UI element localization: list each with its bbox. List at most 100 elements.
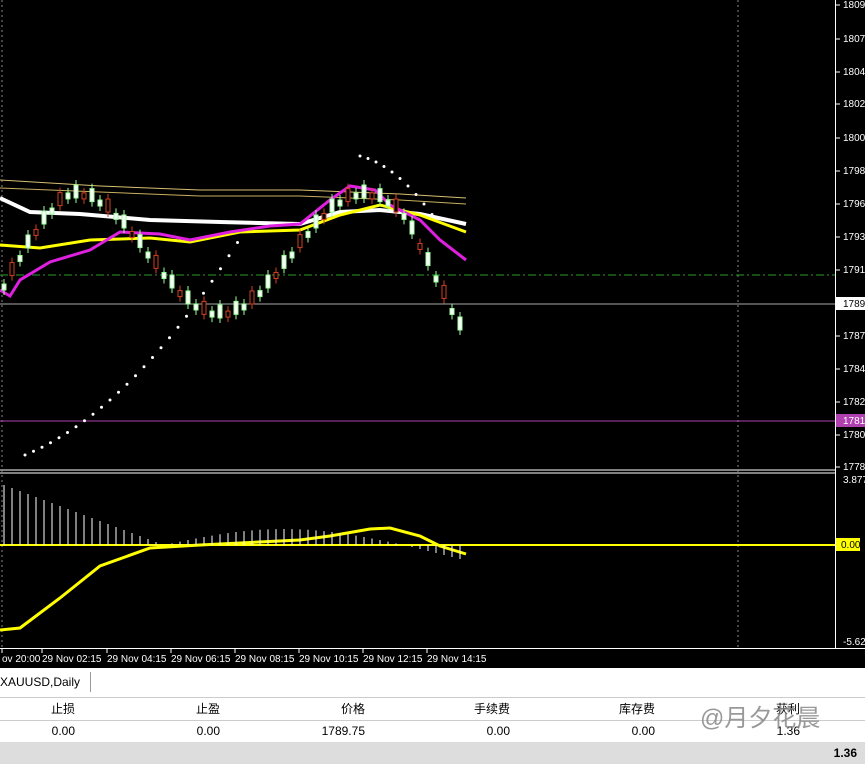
price-label: 1800 xyxy=(843,133,865,144)
line-tag-box xyxy=(836,414,865,427)
candle xyxy=(121,214,127,229)
candle xyxy=(249,290,255,305)
time-label: 29 Nov 14:15 xyxy=(427,654,487,665)
cell: 0.00 xyxy=(196,724,220,738)
candle xyxy=(33,228,39,236)
sar-dot xyxy=(202,291,205,295)
cell: 获利 xyxy=(775,702,800,716)
price-label: 1796 xyxy=(843,199,865,210)
price-label: 1804 xyxy=(843,67,865,78)
sar-dot xyxy=(117,390,120,394)
candle xyxy=(417,242,423,250)
sar-dot xyxy=(398,177,402,180)
candle xyxy=(105,198,111,213)
candle xyxy=(169,274,175,289)
sar-dot xyxy=(49,441,52,445)
candle xyxy=(57,192,63,207)
cell: 0.00 xyxy=(631,724,655,738)
chart: 1809 1807 1804 1802 1800 1798 1796 1793 1791 1787… xyxy=(0,0,865,665)
sar-dot xyxy=(390,170,394,174)
candle xyxy=(89,188,95,203)
sar-dot xyxy=(219,267,222,271)
sar-dot xyxy=(227,254,231,258)
sar-dot xyxy=(66,431,69,434)
sar-dot xyxy=(358,154,362,158)
sar-dot xyxy=(108,398,112,402)
macd-zero: 0.00 xyxy=(841,540,861,551)
candle xyxy=(257,290,263,298)
price-label: 1778 xyxy=(843,462,865,473)
candle xyxy=(361,184,367,199)
candle xyxy=(1,283,7,291)
candle xyxy=(345,188,351,203)
price-label: 1784 xyxy=(843,364,865,375)
candle xyxy=(25,234,31,249)
sar-dot xyxy=(236,241,239,244)
candle xyxy=(81,192,87,200)
candle xyxy=(441,284,447,299)
candle xyxy=(281,254,287,269)
sar-dot xyxy=(168,336,171,340)
indicators xyxy=(0,154,467,632)
candle xyxy=(337,199,343,207)
candle xyxy=(425,252,431,267)
candle xyxy=(217,304,223,319)
candle xyxy=(153,254,159,269)
time-label: 29 Nov 06:15 xyxy=(171,654,231,665)
candle xyxy=(305,230,311,238)
sar-dot xyxy=(159,346,163,350)
candle xyxy=(313,214,319,229)
price-label: 1793 xyxy=(843,232,865,243)
chart-tab[interactable]: XAUUSD,Daily xyxy=(0,672,92,692)
bid-tag-box xyxy=(836,297,865,310)
candle xyxy=(17,254,23,262)
candle xyxy=(289,251,295,259)
candle xyxy=(273,272,279,280)
macd-top: 3.877 xyxy=(843,475,865,486)
candle xyxy=(353,192,359,200)
candle xyxy=(377,188,383,203)
sar-dot xyxy=(57,436,61,440)
sar-dot xyxy=(32,449,35,453)
ma-line xyxy=(0,187,467,205)
candle xyxy=(433,275,439,283)
sar-dot xyxy=(176,325,180,329)
sar-dot xyxy=(100,405,103,409)
candle xyxy=(145,251,151,259)
sar-dot xyxy=(382,165,386,168)
candle xyxy=(73,184,79,199)
sar-dot xyxy=(125,382,129,386)
candle xyxy=(113,212,119,220)
sar-dot xyxy=(142,365,146,369)
cell: 止损 xyxy=(50,702,75,716)
price-label: 1802 xyxy=(843,99,865,110)
price-label: 1809 xyxy=(843,0,865,11)
candle xyxy=(409,220,415,235)
sar-dot xyxy=(185,314,188,318)
candle xyxy=(321,212,327,220)
sar-dot xyxy=(406,184,410,188)
candle xyxy=(65,192,71,200)
watermark: @月夕花晨 xyxy=(700,705,821,732)
sar-dot xyxy=(134,374,137,378)
sar-dot xyxy=(366,157,370,160)
table-row: 0.00 0.00 1789.75 0.00 0.00 1.36 xyxy=(0,720,865,742)
candle xyxy=(161,272,167,280)
candle xyxy=(401,212,407,220)
sar-dot xyxy=(74,425,78,429)
candle xyxy=(201,300,207,315)
candle xyxy=(385,199,391,207)
cell: 价格 xyxy=(340,702,365,716)
cell: 库存费 xyxy=(618,702,655,716)
time-label: 29 Nov 04:15 xyxy=(107,654,167,665)
candle xyxy=(449,308,455,316)
sar-dot xyxy=(422,202,426,206)
price-label: 1780 xyxy=(843,430,865,441)
time-label: 29 Nov 10:15 xyxy=(299,654,359,665)
candle xyxy=(233,300,239,315)
candle xyxy=(137,234,143,249)
candle xyxy=(49,207,55,215)
candle xyxy=(193,303,199,311)
candle xyxy=(41,210,47,225)
sar-dot xyxy=(430,213,434,216)
